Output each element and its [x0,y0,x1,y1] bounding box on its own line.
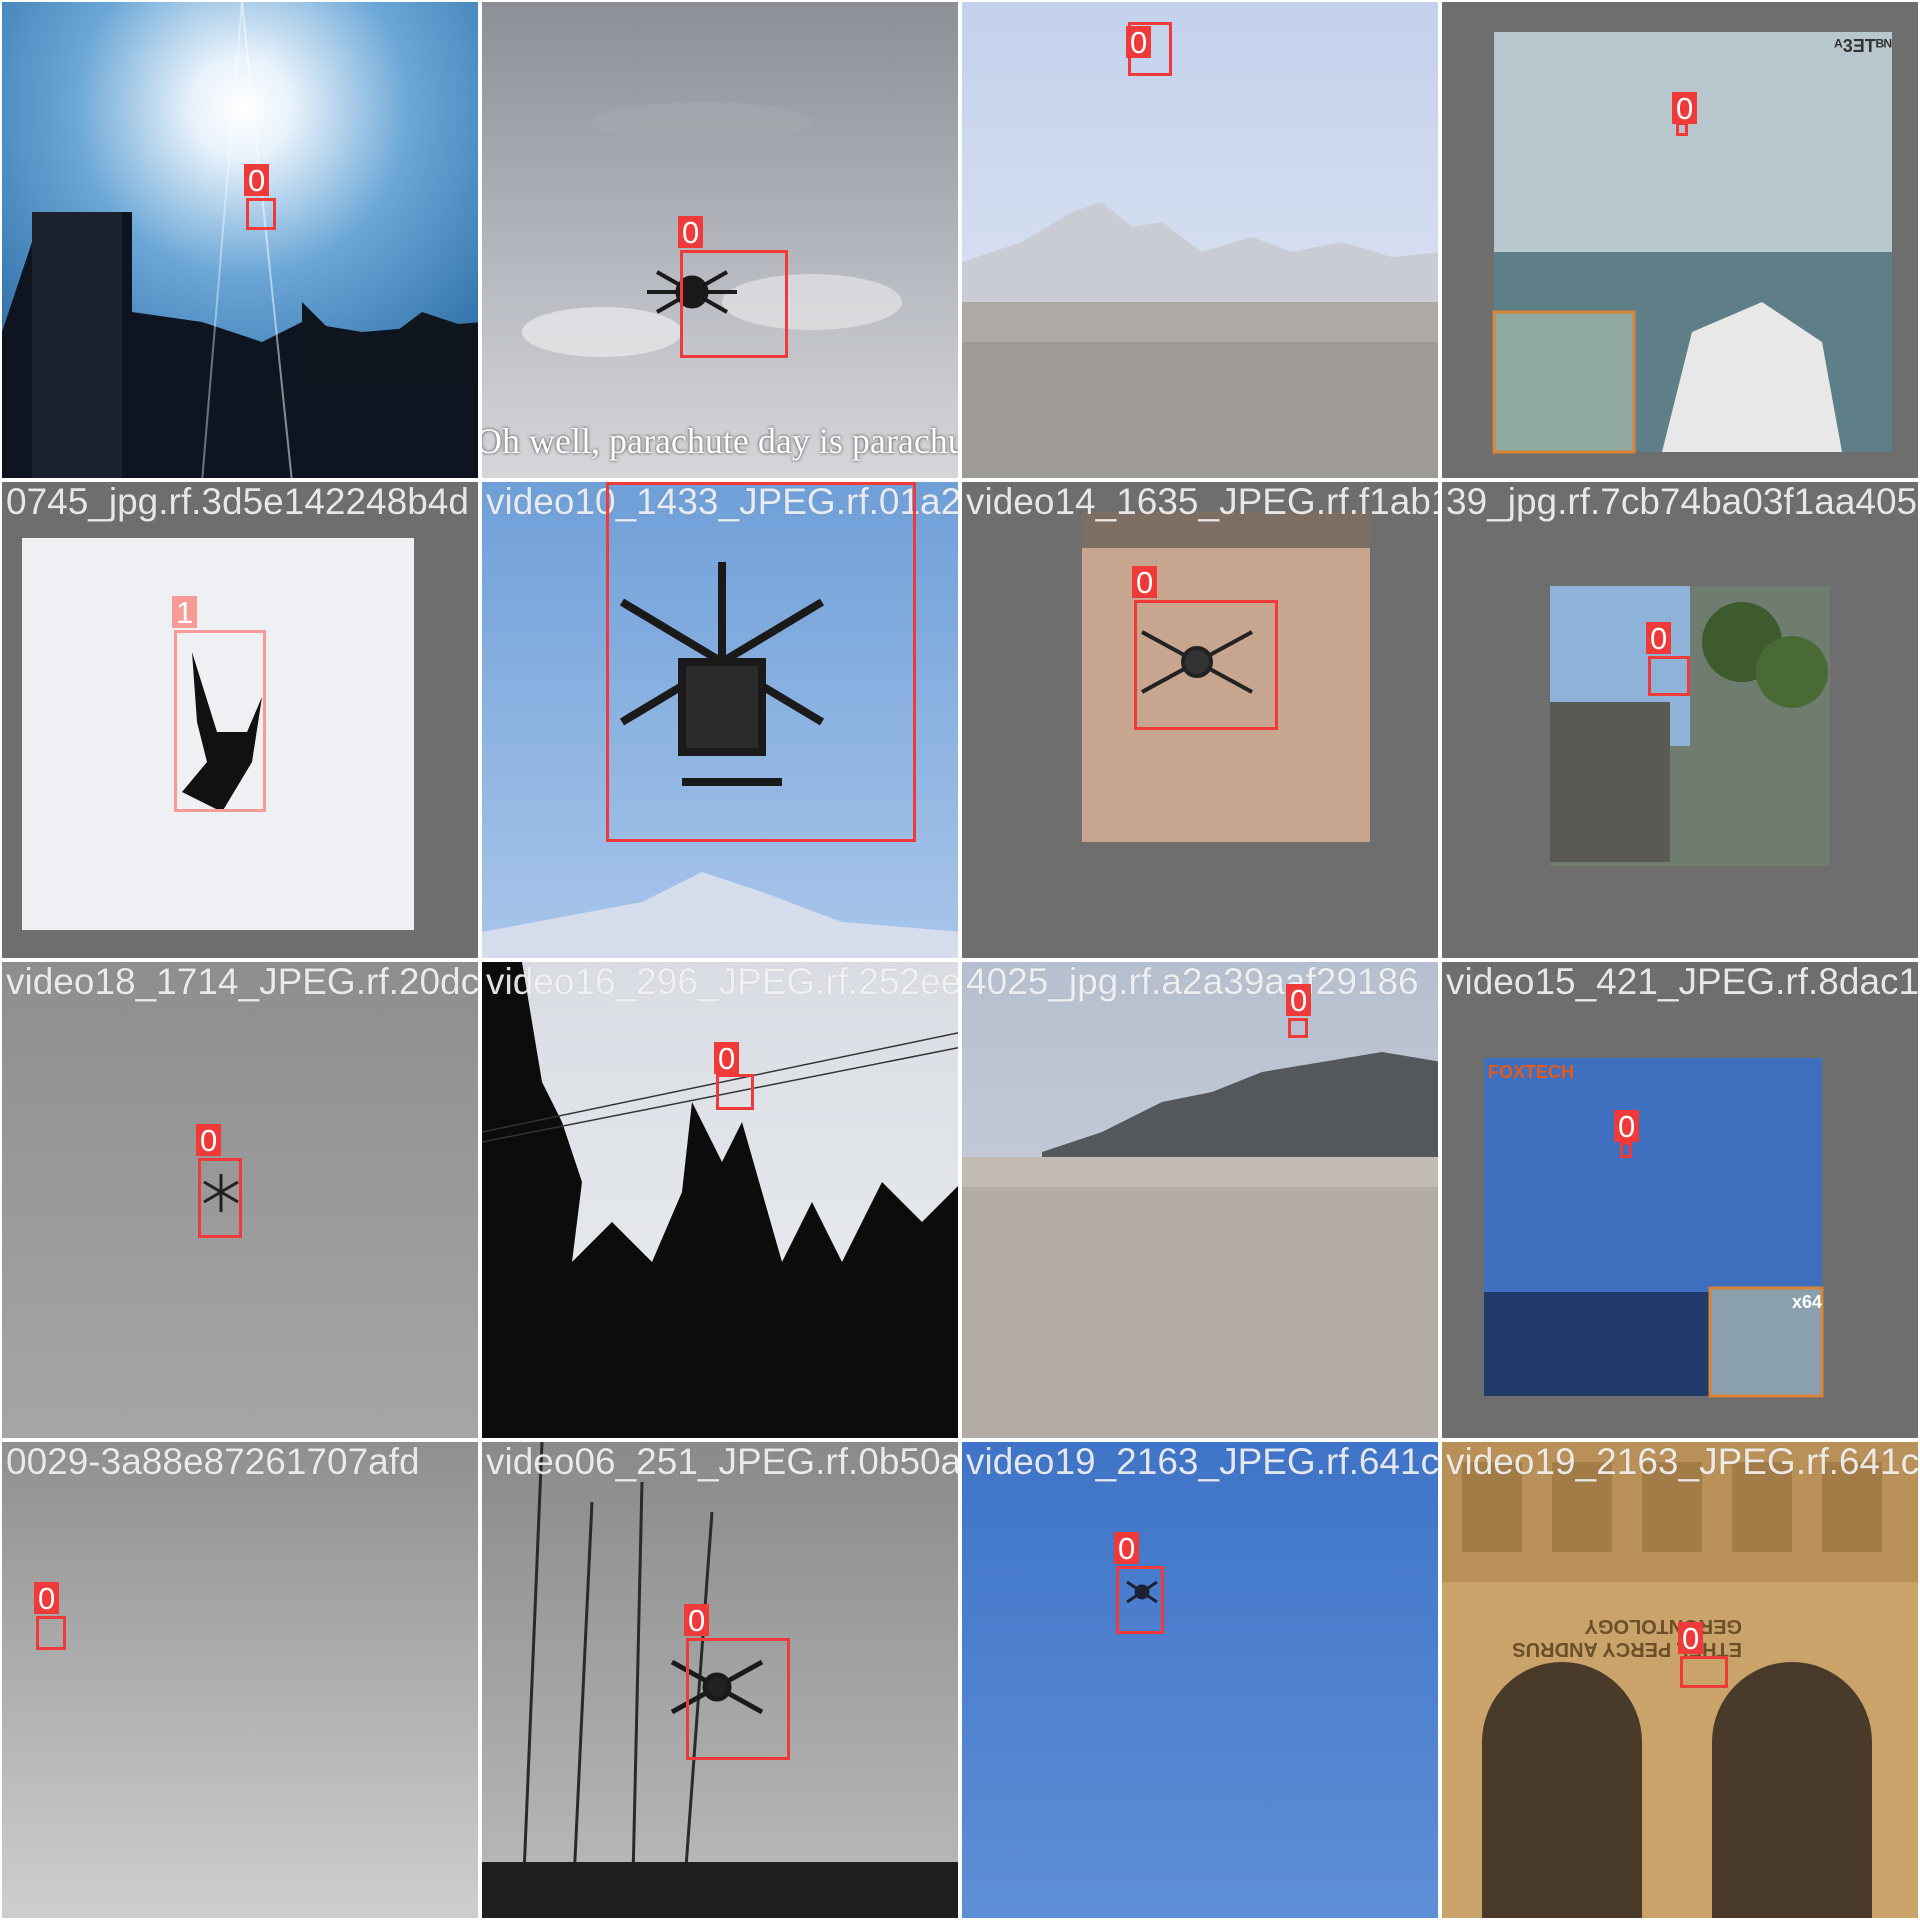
detection-box [1620,1142,1632,1158]
tile-5-scene [2,482,478,958]
detection-box [1680,1656,1728,1688]
drone-icon [619,562,825,786]
detection-label: 1 [172,596,198,628]
detection-label: 0 [196,1124,222,1156]
tile-4: ᴬ3ƎTᴮᴺ 0 [1440,0,1920,480]
detection-label: 0 [1132,566,1158,598]
tile-3-scene [962,2,1438,478]
tile-13: 0029-3a88e87261707afd 0 [0,1440,480,1920]
tile-filename: 0745_jpg.rf.3d5e142248b4d [6,481,469,522]
detection-box [686,1638,790,1760]
drone-icon [1126,1580,1158,1604]
detection-box [1648,656,1690,696]
tile-filename-16: video19_2163_JPEG.rf.641c [1446,1441,1920,1482]
tile-filename: video15_421_JPEG.rf.8dac1 [1446,961,1920,1002]
tile-filename: 39_jpg.rf.7cb74ba03f1aa405 [1446,481,1918,522]
detection-label: 0 [1126,26,1152,58]
tile-5: 0745_jpg.rf.3d5e142248b4d 1 [0,480,480,960]
drone-icon [647,270,737,314]
tile-1-scene [2,2,478,478]
subtitle-caption: Oh well, parachute day is parachute day. [480,421,958,461]
tile-15-scene [962,1442,1438,1918]
detection-label: 0 [678,216,704,248]
tile-1: 0 [0,0,480,480]
tile-filename: video10_1433_JPEG.rf.01a25 [486,481,960,522]
tile-filename: 4025_jpg.rf.a2a39aaf29186 [966,961,1419,1002]
detection-box [716,1074,754,1110]
detection-box [246,198,276,230]
tile-2-scene [482,2,958,478]
detection-label: 0 [1672,92,1698,124]
detection-box [680,250,788,358]
tile-8: 39_jpg.rf.7cb74ba03f1aa405 0 [1440,480,1920,960]
tile-10: video16_296_JPEG.rf.252ee 0 [480,960,960,1440]
detection-label: 0 [684,1604,710,1636]
tile-4-scene [1442,2,1918,478]
tile-15: video19_2163_JPEG.rf.641c 0 [960,1440,1440,1920]
detection-box [198,1158,242,1238]
tile-filename: video19_2163_JPEG.rf.641c [966,1441,1440,1482]
tile-6: video10_1433_JPEG.rf.01a25 0 [480,480,960,960]
detection-box [1134,600,1278,730]
detection-label: 0 [1114,1532,1140,1564]
tile-10-scene [482,962,958,1438]
bird-icon [182,652,262,812]
tile-filename: video06_251_JPEG.rf.0b50a [486,1441,960,1482]
tile-6-scene [482,482,958,958]
tile-16: video19_2163_JPEG.rf.641c video19_2163_J… [1440,1440,1920,1920]
detection-box [606,482,916,842]
watermark-logo: ᴬ3ƎTᴮᴺ [1834,36,1892,56]
drone-icon [203,1174,239,1212]
detection-label: 0 [34,1582,60,1614]
tile-8-scene [1442,482,1918,958]
detection-label: 0 [1646,622,1672,654]
watermark-logo: FOXTECH [1488,1062,1575,1082]
tile-12-scene [1442,962,1918,1438]
tile-7: video14_1635_JPEG.rf.f1ab19552 0 [960,480,1440,960]
detection-box [1288,1018,1308,1038]
detection-label: 0 [1286,984,1312,1016]
detection-box [174,630,266,812]
tile-filename: 0029-3a88e87261707afd [6,1441,420,1482]
tile-13-scene [2,1442,478,1918]
detection-label: 0 [1614,1110,1640,1142]
tile-3: 0 [960,0,1440,480]
detection-box [36,1616,66,1650]
drone-icon [1141,630,1253,694]
tile-filename: video18_1714_JPEG.rf.20dc71 [6,961,480,1002]
watermark-logo-2: x64 [1792,1292,1823,1312]
tile-11: 4025_jpg.rf.a2a39aaf29186 0 [960,960,1440,1440]
detection-label: 0 [244,164,270,196]
tile-14: video06_251_JPEG.rf.0b50a 0 [480,1440,960,1920]
tile-filename: video14_1635_JPEG.rf.f1ab19552 [966,481,1438,522]
detection-label: 0 [714,1042,740,1074]
detection-box [1116,1566,1164,1634]
tile-filename: video16_296_JPEG.rf.252ee [486,961,960,1002]
tile-12: video15_421_JPEG.rf.8dac1 FOXTECH x64 0 [1440,960,1920,1440]
detection-label: 0 [1678,1622,1704,1654]
tile-7-scene [962,482,1438,958]
tile-11-scene [962,962,1438,1438]
detection-label: 0 [604,480,629,482]
tile-2: Oh well, parachute day is parachute day.… [480,0,960,480]
tile-9: video18_1714_JPEG.rf.20dc71 0 [0,960,480,1440]
